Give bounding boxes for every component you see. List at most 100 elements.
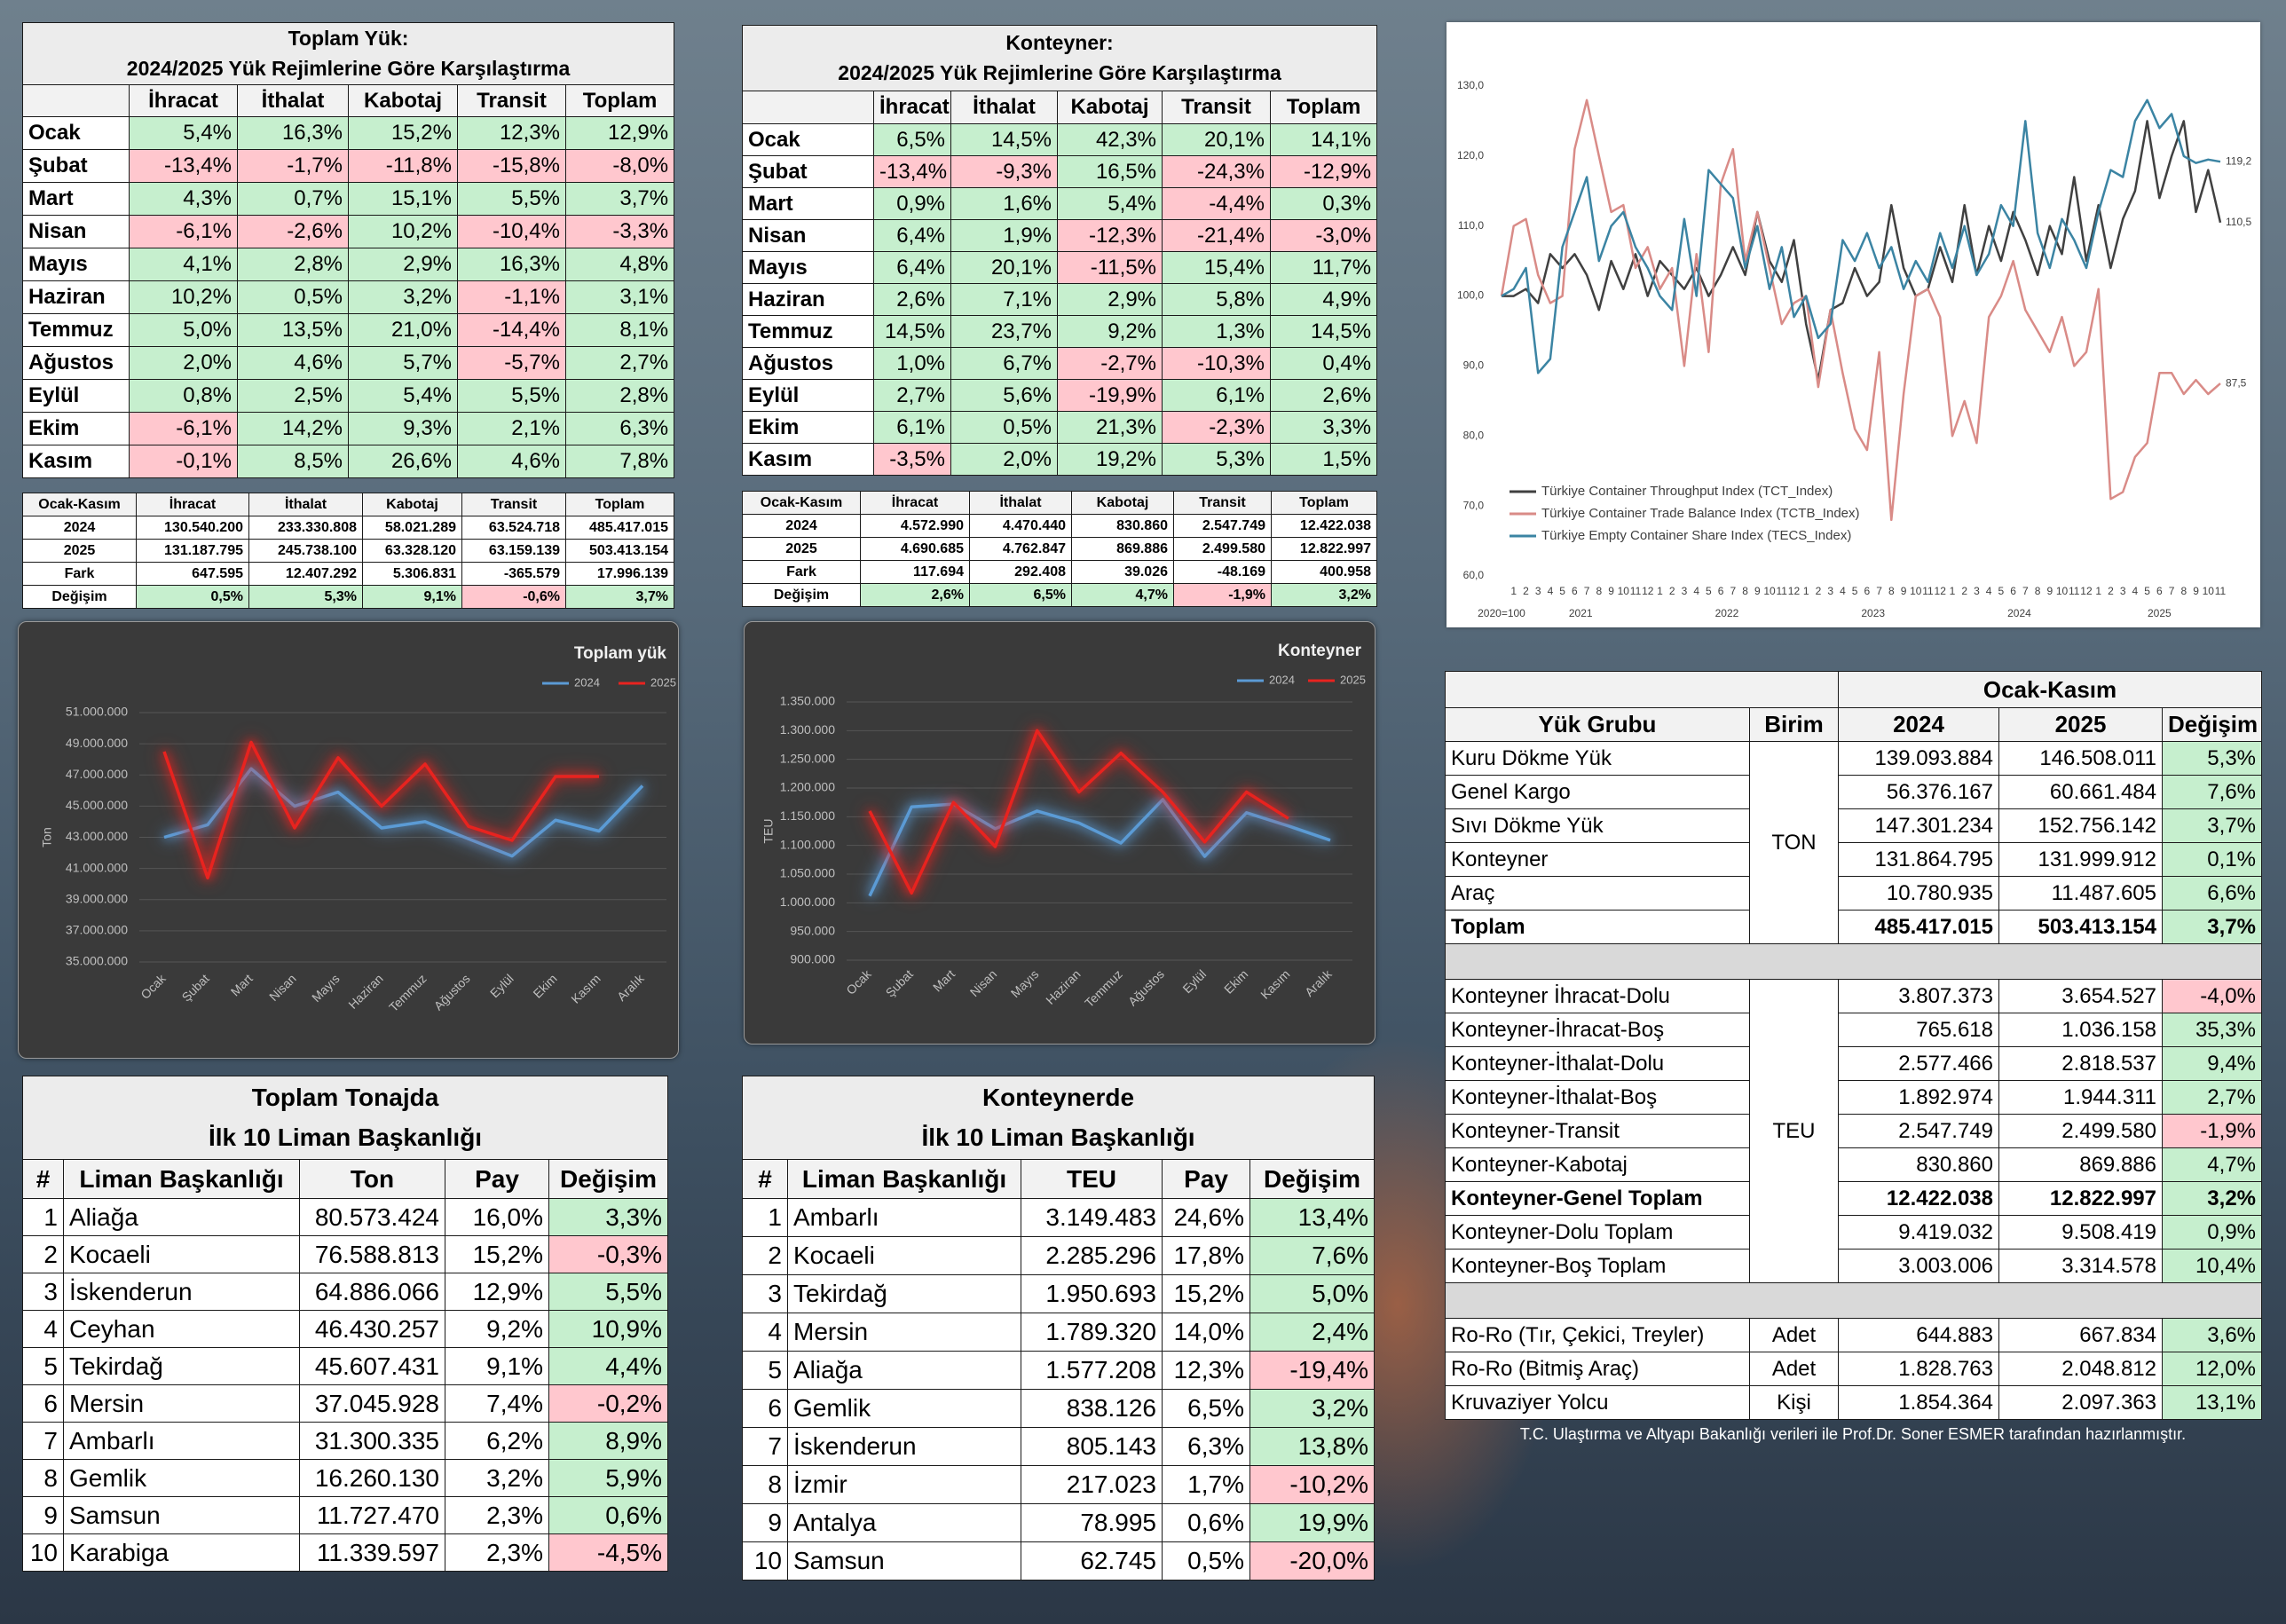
summary-label: 2025 [22, 539, 137, 563]
change-cell: 3,2% [348, 280, 458, 314]
group-name: Kuru Dökme Yük [1445, 741, 1750, 776]
port-row: 3 İskenderun 64.886.066 12,9% 5,5% [22, 1273, 669, 1311]
x-tick-label: Ocak [843, 966, 874, 997]
change-cell: 0,7% [237, 182, 349, 216]
x-tick-label: 4 [1986, 585, 1992, 597]
x-tick-label: Kasım [568, 971, 603, 1005]
y-tick-label: 1.050.000 [780, 866, 835, 880]
x-tick-label: 2 [2108, 585, 2114, 597]
share: 15,2% [445, 1235, 549, 1273]
column-header: İhracat [873, 91, 951, 124]
column-header: Ton [299, 1159, 445, 1199]
y-tick-label: 70,0 [1463, 499, 1485, 511]
group-name: Konteyner-Kabotaj [1445, 1147, 1750, 1182]
change-cell: 14,1% [1269, 123, 1378, 156]
title-line: Toplam Tonajda [251, 1083, 439, 1111]
year-label: 2022 [1715, 607, 1739, 619]
value-cell: 2.818.537 [1998, 1046, 2163, 1081]
port-name: Tekirdağ [63, 1347, 300, 1385]
month-row: Eylül 2,7% 5,6% -19,9% 6,1% 2,6% [742, 379, 1378, 412]
change-cell: 16,5% [1057, 155, 1163, 188]
x-tick-label: 1 [1657, 585, 1663, 597]
month-cell: Temmuz [22, 313, 130, 347]
index-chart-box: 60,0 70,0 80,0 90,0 100,0 110,0 120,0 130,0 1 2 3 4… [1446, 22, 2260, 627]
summary-value: 12.822.997 [1271, 537, 1377, 561]
cargo-row: Genel Kargo 56.376.167 60.661.484 7,6% [1445, 775, 2262, 809]
rank: 4 [22, 1310, 64, 1348]
x-tick-label: 1 [2095, 585, 2101, 597]
amount: 64.886.066 [299, 1273, 445, 1311]
amount: 3.149.483 [1021, 1198, 1163, 1237]
group-name: Konteyner-İthalat-Dolu [1445, 1046, 1750, 1081]
y-tick-label: 1.300.000 [780, 722, 835, 737]
change-cell: 13,5% [237, 313, 349, 347]
port-row: 8 İzmir 217.023 1,7% -10,2% [742, 1465, 1376, 1504]
summary-value: 647.595 [136, 562, 249, 586]
x-tick-label: 3 [1974, 585, 1980, 597]
change-cell: 0,6% [548, 1496, 669, 1534]
x-tick-label: Nisan [967, 966, 1000, 999]
cargo-row: Konteyner-Kabotaj 830.860 869.886 4,7% [1445, 1147, 2262, 1182]
x-tick-label: Ağustos [431, 971, 473, 1013]
column-header: Toplam [565, 493, 674, 516]
summary-value: 4.470.440 [969, 514, 1072, 538]
toplam-chart: 35.000.000 37.000.000 39.000.000 41.000.000… [40, 644, 676, 1014]
month-cell: Şubat [22, 149, 130, 183]
x-tick-label: 10 [1910, 585, 1922, 597]
change-cell: -5,7% [457, 346, 566, 380]
title-row: Konteyner: 2024/2025 Yük Rejimlerine Göre… [741, 25, 1378, 91]
change-cell: 12,9% [564, 116, 675, 150]
summary-table: Ocak-Kasım İhracat İthalat Kabotaj Transit To… [22, 493, 674, 609]
x-tick-label: 7 [1730, 585, 1737, 597]
change-cell: 14,5% [873, 315, 951, 348]
summary-value: 9,1% [362, 585, 462, 609]
column-header: Toplam [564, 84, 675, 117]
change-cell: 0,5% [950, 411, 1058, 444]
change-cell: 4,9% [1269, 283, 1378, 316]
series-line [1501, 99, 2221, 374]
change-cell: 5,9% [548, 1459, 669, 1497]
port-name: Ambarlı [787, 1198, 1021, 1237]
change-cell: 14,5% [950, 123, 1058, 156]
value-cell: 12.822.997 [1998, 1181, 2163, 1216]
change-cell: 10,2% [348, 215, 458, 248]
change-cell: 10,9% [548, 1310, 669, 1348]
title-line: 2024/2025 Yük Rejimlerine Göre Karşılaşt… [126, 56, 571, 80]
summary-table-box: Ocak-Kasım Yük Grubu Birim 2024 2025 Değişim K… [1445, 671, 2262, 1420]
summary-value: 2.547.749 [1173, 514, 1272, 538]
change-cell: -19,4% [1249, 1351, 1376, 1390]
series-line [868, 729, 1289, 895]
y-tick-label: 60,0 [1463, 569, 1485, 581]
share: 6,2% [445, 1422, 549, 1460]
column-header: Transit [1162, 91, 1271, 124]
title-row: Toplam Yük: 2024/2025 Yük Rejimlerine Gör… [21, 22, 675, 85]
summary-value: 2.499.580 [1173, 537, 1272, 561]
share: 15,2% [1162, 1274, 1250, 1313]
amount: 76.588.813 [299, 1235, 445, 1273]
x-tick-label: 4 [1548, 585, 1554, 597]
title-row: Toplam Tonajda İlk 10 Liman Başkanlığı [21, 1076, 669, 1160]
column-header: Transit [461, 493, 566, 516]
value-cell: 1.944.311 [1998, 1080, 2163, 1115]
x-tick-label: Ekim [1221, 966, 1250, 996]
change-cell: -2,3% [1162, 411, 1271, 444]
month-cell: Ağustos [22, 346, 130, 380]
column-header: Kabotaj [1057, 91, 1163, 124]
month-cell: Ekim [22, 412, 130, 445]
y-tick-label: 37.000.000 [66, 923, 128, 937]
separator [1445, 943, 2262, 980]
cargo-row: Konteyner-Dolu Toplam 9.419.032 9.508.419 0… [1445, 1215, 2262, 1250]
year-label: 2023 [1861, 607, 1885, 619]
period-header: Ocak-Kasım [1838, 671, 2262, 708]
change-cell: 7,1% [950, 283, 1058, 316]
title-line: İlk 10 Liman Başkanlığı [921, 1123, 1195, 1151]
y-tick-label: 43.000.000 [66, 829, 128, 843]
amount: 838.126 [1021, 1389, 1163, 1428]
y-tick-label: 1.350.000 [780, 694, 835, 708]
change-cell: 8,9% [548, 1422, 669, 1460]
change-cell: 2,9% [348, 248, 458, 281]
month-row: Nisan -6,1% -2,6% 10,2% -10,4% -3,3% [22, 215, 675, 248]
change-cell: -10,3% [1162, 347, 1271, 380]
change-cell: -13,4% [873, 155, 951, 188]
